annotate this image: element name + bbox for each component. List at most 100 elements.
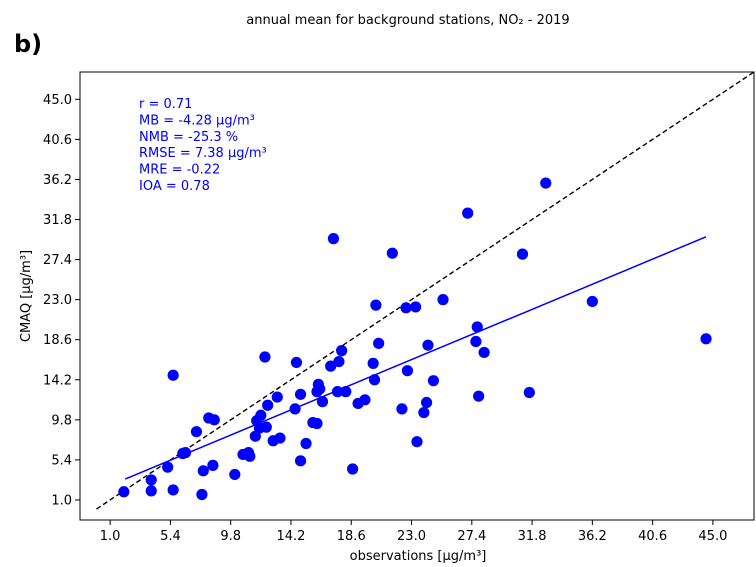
- data-point: [516, 248, 529, 260]
- data-point: [400, 302, 412, 314]
- data-point: [470, 335, 482, 348]
- data-point: [327, 233, 340, 245]
- data-point: [523, 386, 535, 399]
- data-point: [586, 295, 598, 308]
- data-point: [540, 177, 552, 189]
- y-tick-label: 18.6: [43, 333, 72, 348]
- stat-line: NMB = -25.3 %: [139, 130, 238, 145]
- stat-line: IOA = 0.78: [139, 179, 210, 194]
- data-point: [190, 426, 203, 438]
- data-point: [162, 461, 174, 473]
- data-point: [410, 301, 422, 313]
- y-tick-label: 27.4: [43, 253, 72, 268]
- y-tick-label: 36.2: [43, 173, 72, 188]
- data-point: [289, 403, 301, 415]
- data-point: [336, 345, 348, 357]
- data-point: [473, 390, 485, 402]
- stat-line: r = 0.71: [139, 97, 192, 112]
- data-point: [422, 339, 434, 351]
- data-point: [262, 399, 274, 411]
- data-point: [167, 369, 179, 381]
- x-tick-label: 23.0: [397, 529, 426, 544]
- data-point: [274, 432, 286, 444]
- y-tick-label: 23.0: [43, 293, 72, 308]
- x-tick-label: 36.2: [578, 529, 607, 544]
- data-point: [462, 207, 474, 219]
- data-point: [401, 365, 414, 377]
- y-tick-label: 40.6: [43, 133, 72, 148]
- x-tick-label: 5.4: [160, 529, 181, 544]
- data-point: [244, 450, 256, 462]
- data-point: [411, 436, 423, 448]
- x-axis-label: observations [μg/m³]: [350, 549, 487, 564]
- data-point: [311, 417, 323, 430]
- y-tick-label: 14.2: [43, 373, 72, 388]
- x-tick-label: 1.0: [100, 529, 121, 544]
- data-point: [179, 447, 192, 459]
- data-point: [271, 391, 283, 403]
- stat-line: RMSE = 7.38 μg/m³: [139, 146, 267, 161]
- x-axis: 1.0 5.4 9.8 14.2 18.6 23.0 27.4 31.8 36.2 40.6 45.…: [100, 520, 727, 544]
- data-point: [478, 346, 490, 359]
- data-point: [396, 403, 408, 415]
- data-point: [300, 437, 312, 450]
- x-tick-label: 9.8: [220, 529, 241, 544]
- data-point: [367, 357, 379, 369]
- data-point: [373, 337, 385, 349]
- stat-line: MRE = -0.22: [139, 163, 220, 178]
- y-tick-label: 9.8: [51, 413, 72, 428]
- x-tick-label: 27.4: [457, 529, 486, 544]
- data-point: [314, 383, 326, 395]
- x-tick-label: 14.2: [276, 529, 305, 544]
- data-point: [420, 396, 433, 409]
- data-point: [196, 488, 208, 501]
- data-point: [197, 465, 209, 477]
- data-point: [260, 421, 272, 433]
- data-point: [229, 468, 241, 481]
- plot-frame: [79, 71, 755, 521]
- identity-line: [96, 71, 755, 510]
- chart-title: annual mean for background stations, NO₂…: [246, 13, 569, 28]
- data-point: [427, 375, 440, 387]
- data-point: [340, 386, 352, 398]
- data-point: [208, 414, 220, 426]
- data-point: [145, 485, 157, 497]
- data-point: [437, 294, 449, 306]
- data-point: [145, 474, 157, 486]
- y-tick-label: 1.0: [51, 493, 72, 508]
- data-point: [316, 396, 329, 408]
- data-points: [118, 177, 712, 501]
- y-axis: 1.0 5.4 9.8 14.2 18.6 23.0 27.4 31.8 36.2 40.6 45.…: [43, 93, 80, 508]
- data-point: [359, 394, 371, 406]
- x-tick-label: 40.6: [638, 529, 667, 544]
- y-tick-label: 5.4: [51, 453, 72, 468]
- data-point: [368, 374, 381, 386]
- data-point: [294, 388, 307, 400]
- data-point: [290, 356, 303, 369]
- data-point: [331, 386, 344, 398]
- x-tick-label: 45.0: [698, 529, 727, 544]
- panel-label: b): [14, 30, 43, 58]
- data-point: [167, 484, 179, 496]
- y-axis-label: CMAQ [μg/m³]: [19, 250, 34, 342]
- regression-line: [124, 236, 707, 480]
- data-point: [370, 299, 382, 311]
- stat-line: MB = -4.28 μg/m³: [139, 113, 255, 128]
- data-point: [333, 355, 345, 368]
- x-tick-label: 31.8: [518, 529, 547, 544]
- data-point: [207, 459, 219, 471]
- y-tick-label: 45.0: [43, 93, 72, 108]
- data-point: [347, 463, 359, 475]
- data-point: [386, 247, 398, 259]
- data-point: [700, 333, 712, 345]
- x-tick-label: 18.6: [337, 529, 366, 544]
- data-point: [259, 351, 271, 363]
- data-point: [255, 409, 267, 421]
- data-point: [294, 455, 307, 467]
- data-point: [418, 406, 430, 419]
- y-tick-label: 31.8: [43, 213, 72, 228]
- data-point: [325, 360, 337, 372]
- data-point: [118, 486, 130, 498]
